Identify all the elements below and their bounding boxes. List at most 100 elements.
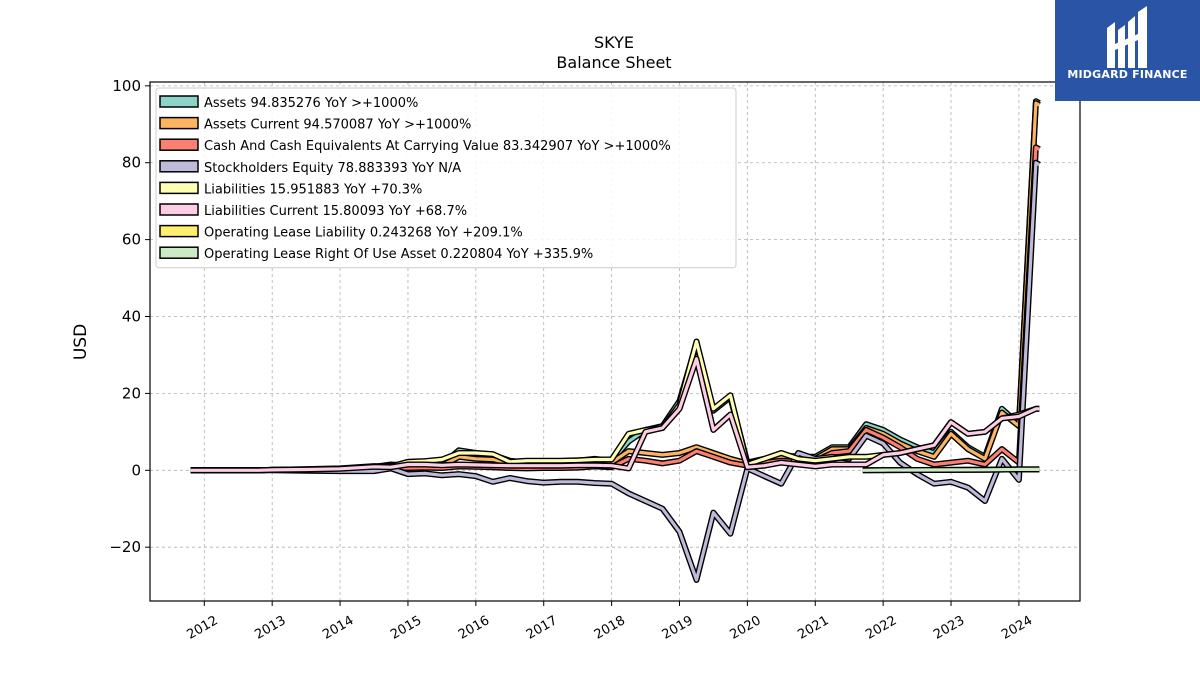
data-point <box>543 465 544 466</box>
data-point <box>492 459 493 460</box>
data-point <box>1039 105 1040 106</box>
data-point <box>967 433 968 434</box>
data-point <box>611 459 612 460</box>
data-point <box>560 481 561 482</box>
x-tick-label: 2020 <box>728 613 764 643</box>
data-point <box>730 462 731 463</box>
legend-swatch <box>159 224 199 238</box>
data-point <box>628 468 629 469</box>
data-point <box>628 441 629 442</box>
data-point <box>866 429 867 430</box>
data-point <box>883 454 884 455</box>
data-point <box>967 460 968 461</box>
data-point <box>713 452 714 453</box>
data-point <box>730 533 731 534</box>
data-point <box>696 358 697 359</box>
data-point <box>934 464 935 465</box>
data-point <box>883 437 884 438</box>
data-point <box>967 449 968 450</box>
data-point <box>594 459 595 460</box>
data-point <box>560 460 561 461</box>
data-point <box>458 474 459 475</box>
data-point <box>984 500 985 501</box>
data-point <box>1001 418 1002 419</box>
series-line-2 <box>190 145 1041 472</box>
data-point <box>577 460 578 461</box>
series-line-7 <box>862 467 1040 472</box>
data-point <box>645 460 646 461</box>
legend-box <box>155 87 737 269</box>
data-point <box>458 456 459 457</box>
data-point <box>1018 479 1019 480</box>
x-tick-label: 2015 <box>388 613 424 643</box>
data-point <box>934 456 935 457</box>
data-point <box>645 452 646 453</box>
data-point <box>662 427 663 428</box>
data-point <box>1035 103 1036 104</box>
data-point <box>577 465 578 466</box>
data-point <box>832 464 833 465</box>
data-point <box>458 464 459 465</box>
data-point <box>883 443 884 444</box>
data-point <box>747 467 748 468</box>
legend-swatch <box>159 160 199 173</box>
data-point <box>1035 408 1036 409</box>
data-point <box>798 464 799 465</box>
data-point <box>1035 147 1036 148</box>
x-tick-label: 2021 <box>795 613 831 643</box>
data-point <box>883 470 884 471</box>
data-point <box>526 460 527 461</box>
data-point <box>1039 149 1040 150</box>
x-tick-label: 2018 <box>592 613 628 643</box>
data-point <box>679 408 680 409</box>
data-point <box>713 408 714 409</box>
data-point <box>696 447 697 448</box>
y-tick-label: 20 <box>122 384 141 402</box>
data-point <box>611 465 612 466</box>
data-point <box>713 456 714 457</box>
data-point <box>662 463 663 464</box>
brand-logo: MIDGARD FINANCE <box>1055 0 1200 101</box>
data-point <box>509 477 510 478</box>
data-point <box>258 470 259 471</box>
data-point <box>424 464 425 465</box>
data-point <box>628 458 629 459</box>
data-point <box>984 469 985 470</box>
data-point <box>475 458 476 459</box>
data-point <box>849 464 850 465</box>
data-point <box>832 449 833 450</box>
data-point <box>190 470 191 471</box>
x-tick-label: 2022 <box>863 613 899 643</box>
data-point <box>475 476 476 477</box>
data-point <box>1039 164 1040 165</box>
data-point <box>645 500 646 501</box>
series-layer <box>190 98 1041 583</box>
data-point <box>730 395 731 396</box>
chart-title: SKYE <box>594 33 634 52</box>
data-point <box>900 447 901 448</box>
data-point <box>1001 449 1002 450</box>
data-point <box>781 456 782 457</box>
x-tick-label: 2023 <box>931 613 967 643</box>
data-point <box>1001 408 1002 409</box>
y-tick-label: 80 <box>122 154 141 172</box>
data-point <box>832 452 833 453</box>
y-tick-label: 60 <box>122 231 141 249</box>
data-point <box>764 476 765 477</box>
data-point <box>1001 458 1002 459</box>
data-point <box>441 465 442 466</box>
data-point <box>306 469 307 470</box>
x-tick-label: 2013 <box>252 613 288 643</box>
data-point <box>509 465 510 466</box>
data-point <box>1018 469 1019 470</box>
data-point <box>866 435 867 436</box>
data-point <box>1018 416 1019 417</box>
data-point <box>594 465 595 466</box>
x-tick-label: 2016 <box>456 613 492 643</box>
data-point <box>984 431 985 432</box>
legend-swatch <box>159 203 199 216</box>
data-point <box>781 483 782 484</box>
data-point <box>917 458 918 459</box>
data-point <box>883 429 884 430</box>
legend-swatch <box>159 246 199 259</box>
